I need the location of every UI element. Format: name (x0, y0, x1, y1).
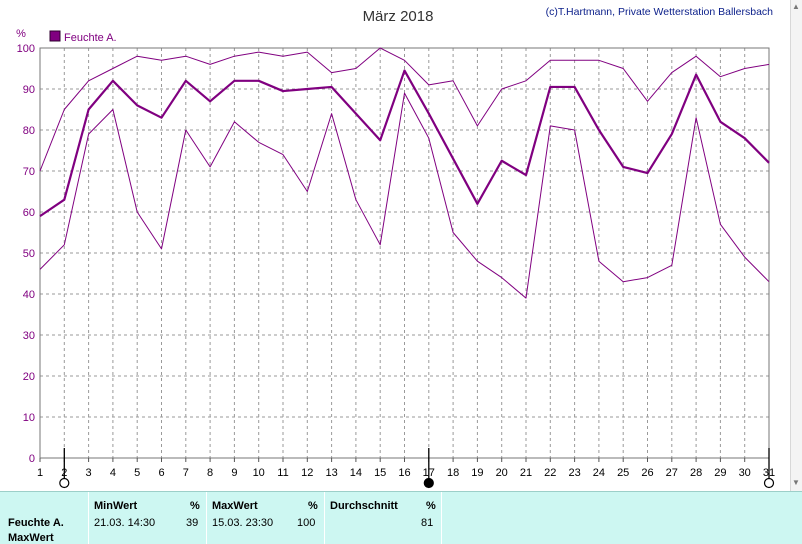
y-tick-label: 60 (23, 207, 35, 219)
y-tick-label: 50 (23, 248, 35, 260)
min-time: 21.03. 14:30 (94, 517, 156, 529)
vertical-scrollbar[interactable]: ▲ ▼ (790, 0, 802, 491)
divider (324, 492, 325, 544)
x-tick-label: 16 (398, 467, 410, 479)
x-tick-label: 6 (158, 467, 164, 479)
max-value: 100 (297, 517, 316, 529)
max-header: MaxWert (212, 500, 258, 512)
divider (88, 492, 89, 544)
divider (441, 492, 442, 544)
x-tick-label: 15 (374, 467, 386, 479)
y-tick-label: 40 (23, 289, 35, 301)
x-tick-label: 5 (134, 467, 140, 479)
new-moon-icon (423, 477, 434, 489)
x-tick-label: 13 (325, 467, 337, 479)
chart-title: März 2018 (363, 8, 434, 25)
legend-swatch (49, 30, 61, 42)
y-tick-label: 0 (29, 453, 35, 465)
x-tick-label: 8 (207, 467, 213, 479)
y-tick-label: 70 (23, 166, 35, 178)
min-value: 39 (186, 517, 199, 529)
series-line-avg (39, 69, 770, 218)
y-axis-unit: % (16, 28, 26, 40)
y-tick-label: 20 (23, 371, 35, 383)
max-unit: % (308, 500, 318, 512)
x-tick-label: 24 (593, 467, 605, 479)
y-tick-label: 30 (23, 330, 35, 342)
humidity-chart: März 2018 (c)T.Hartmann, Private Wetters… (16, 6, 775, 489)
max-time: 15.03. 23:30 (212, 517, 274, 529)
x-tick-label: 11 (277, 467, 288, 479)
x-tick-label: 28 (690, 467, 702, 479)
full-moon-icon (59, 477, 70, 489)
x-tick-label: 4 (110, 467, 116, 479)
x-tick-label: 26 (641, 467, 653, 479)
avg-header: Durchschnitt (330, 500, 398, 512)
x-tick-label: 10 (253, 467, 265, 479)
x-tick-label: 18 (447, 467, 459, 479)
x-tick-label: 1 (37, 467, 43, 479)
full-moon-icon (763, 477, 775, 489)
y-tick-label: 80 (23, 125, 35, 137)
series-line-max (39, 47, 770, 172)
x-tick-label: 19 (471, 467, 483, 479)
chart-credit: (c)T.Hartmann, Private Wetterstation Bal… (546, 6, 774, 18)
x-tick-label: 9 (231, 467, 237, 479)
x-tick-label: 30 (739, 467, 751, 479)
x-tick-label: 3 (86, 467, 92, 479)
min-header: MinWert (94, 500, 138, 512)
x-tick-label: 20 (496, 467, 508, 479)
x-tick-label: 25 (617, 467, 629, 479)
scroll-down-icon[interactable]: ▼ (792, 478, 800, 487)
x-tick-label: 21 (520, 467, 532, 479)
x-tick-label: 29 (714, 467, 726, 479)
scroll-up-icon[interactable]: ▲ (792, 2, 800, 11)
x-tick-label: 7 (183, 467, 189, 479)
avg-value: 81 (421, 517, 434, 529)
x-tick-label: 12 (301, 467, 313, 479)
y-tick-label: 100 (17, 43, 35, 55)
x-tick-label: 22 (544, 467, 556, 479)
y-tick-label: 90 (23, 84, 35, 96)
min-unit: % (190, 500, 200, 512)
x-tick-label: 23 (568, 467, 580, 479)
divider (206, 492, 207, 544)
series-line-min (39, 92, 770, 299)
row-label: Feuchte A. (8, 517, 64, 529)
avg-unit: % (426, 500, 436, 512)
legend: Feuchte A. (49, 30, 117, 44)
x-tick-label: 14 (350, 467, 362, 479)
x-tick-label: 27 (666, 467, 678, 479)
row2-label: MaxWert (8, 532, 54, 544)
legend-label: Feuchte A. (64, 32, 117, 44)
y-tick-label: 10 (23, 412, 35, 424)
summary-panel: MinWert % MaxWert % Durchschnitt % Feuch… (0, 491, 802, 544)
